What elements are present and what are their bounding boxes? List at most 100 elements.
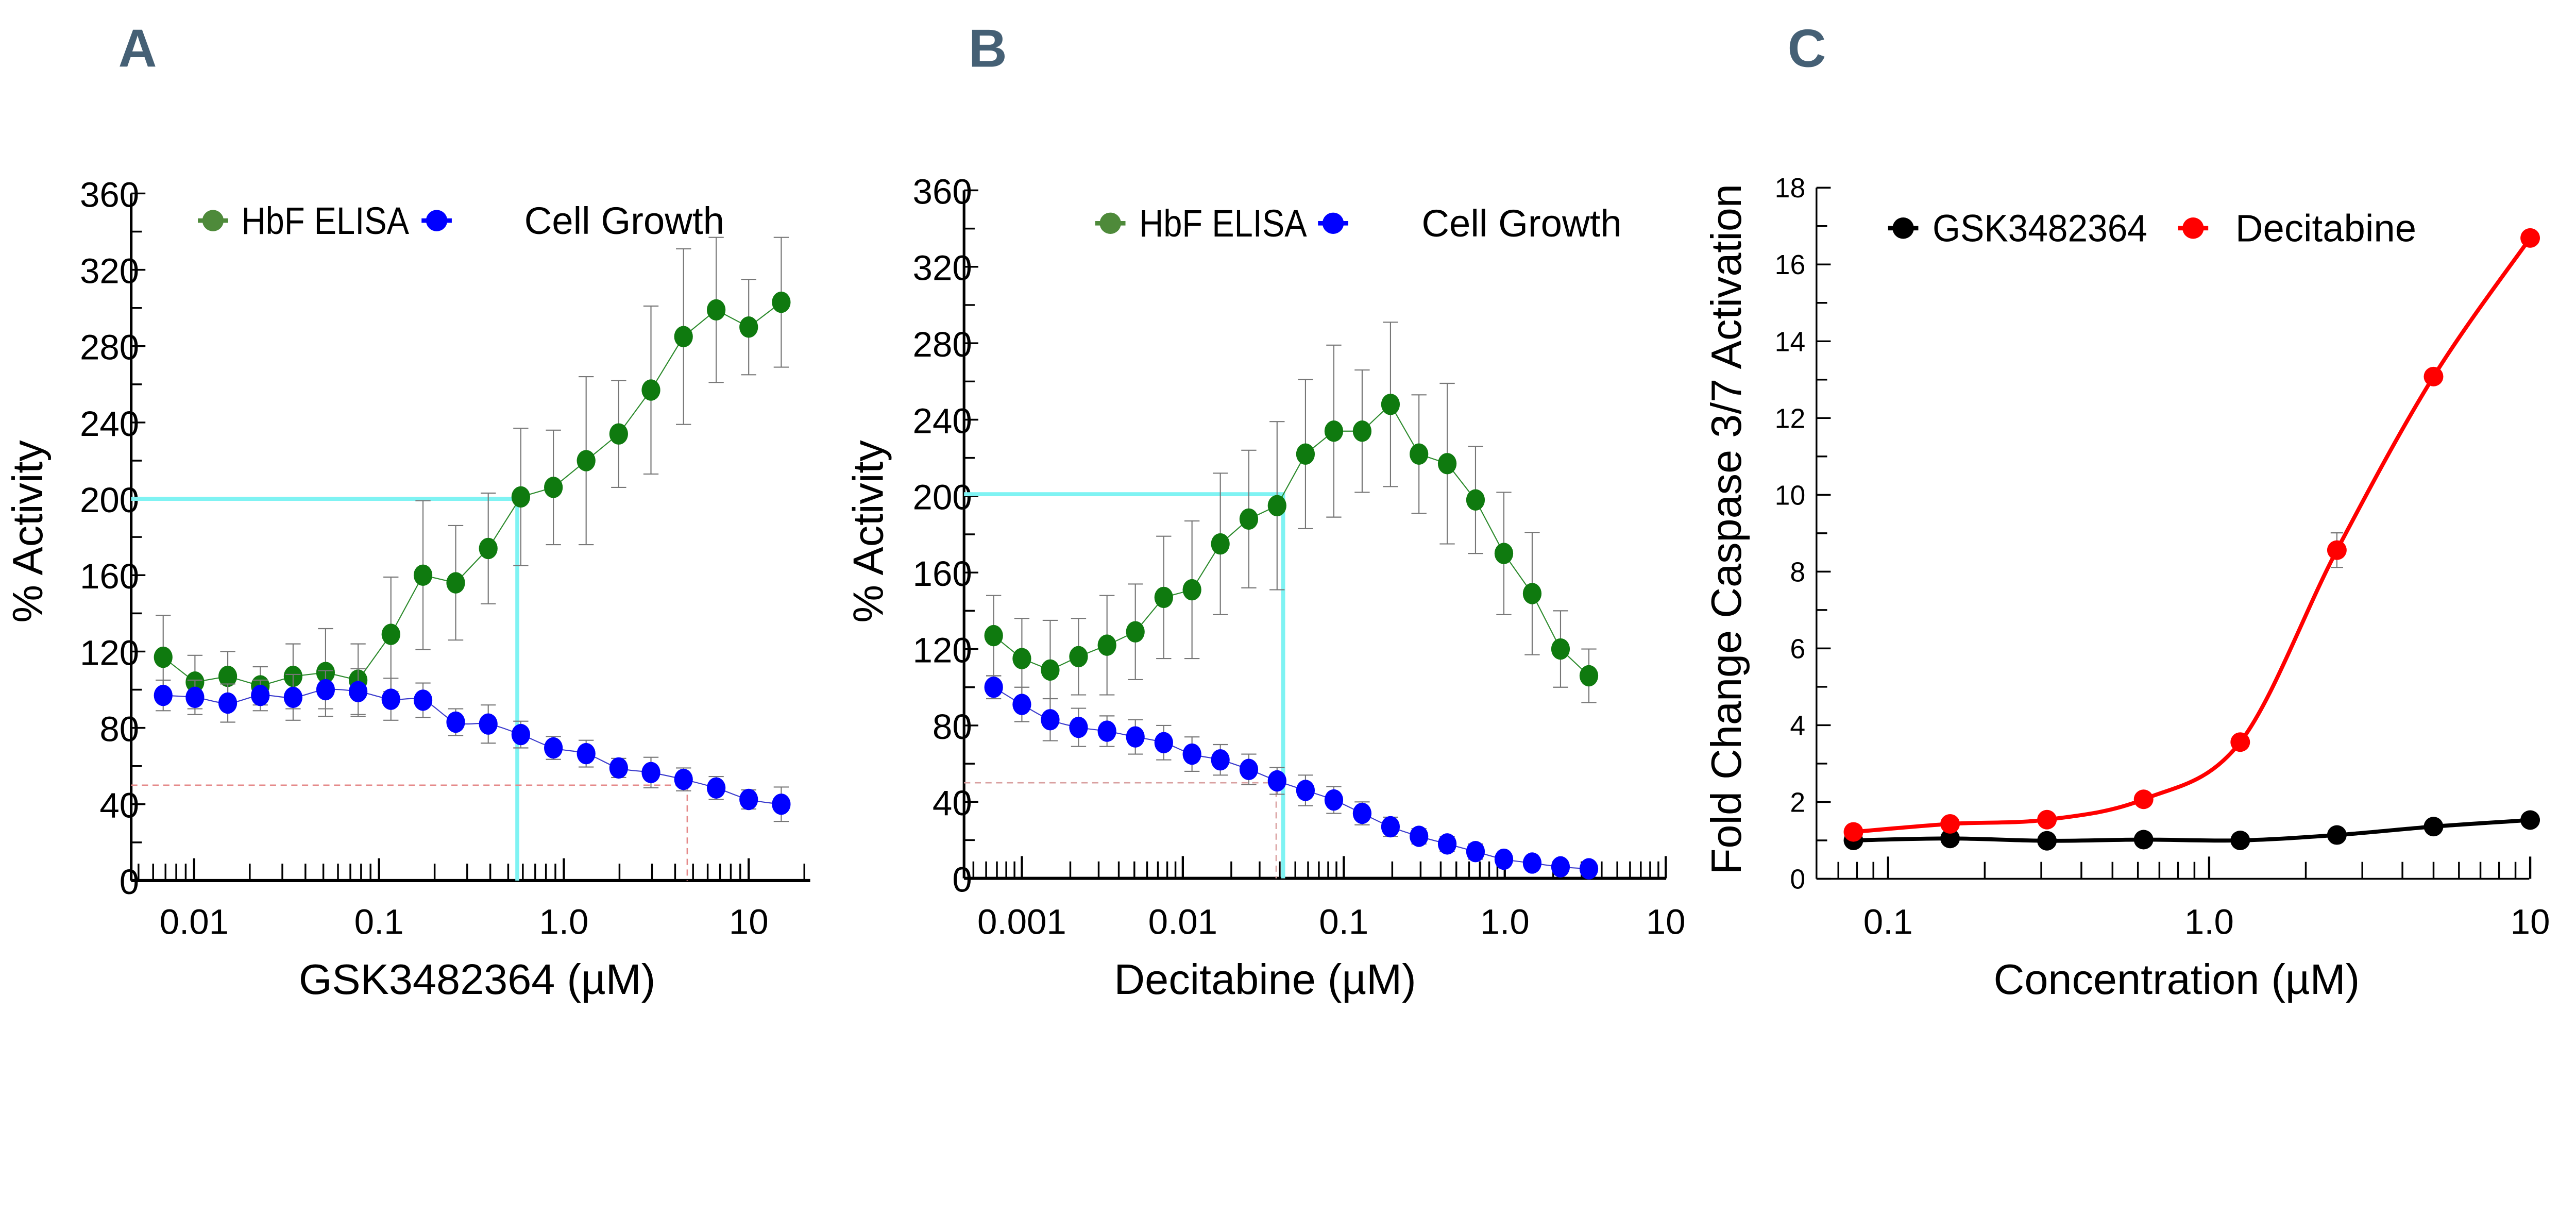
y-tick-label: 0 [1790, 864, 1805, 895]
data-point [1437, 453, 1457, 475]
legend-label: Cell Growth [1421, 202, 1621, 245]
data-point [544, 737, 563, 759]
ic50-reference-line [964, 782, 1277, 879]
y-tick-label: 6 [1790, 634, 1805, 664]
data-point [1324, 420, 1344, 442]
x-axis-title: Concentration (µM) [1994, 955, 2360, 1003]
data-point [1296, 780, 1315, 801]
data-point [1182, 579, 1201, 601]
data-point [185, 686, 205, 708]
data-point [2230, 732, 2250, 752]
data-point [1267, 770, 1286, 792]
x-tick-label: 10 [1646, 902, 1686, 942]
legend-label: GSK3482364 [1933, 207, 2147, 250]
y-tick-label: 120 [80, 632, 139, 672]
x-tick-label: 0.1 [1319, 902, 1368, 942]
panel-b: B 0 40 80 120 160 200 240 280 320 360 0.001 0.01 0.1 1… [844, 18, 1685, 1003]
data-point [2327, 540, 2347, 560]
data-point [2327, 825, 2347, 845]
y-tick-label: 10 [1775, 480, 1806, 511]
legend: HbF ELISA Cell Growth [198, 199, 724, 242]
y-tick-label: 320 [80, 251, 139, 291]
legend-marker [2182, 217, 2204, 239]
data-point [1494, 848, 1514, 870]
data-point [1126, 726, 1145, 748]
y-tick-label: 40 [933, 783, 972, 823]
legend-marker [1322, 212, 1344, 234]
data-point [446, 711, 465, 733]
y-axis-title: % Activity [4, 440, 52, 623]
y-tick-label: 160 [913, 553, 972, 594]
data-point [1239, 508, 1259, 530]
data-point [413, 564, 433, 586]
legend-label: Decitabine [2235, 207, 2416, 250]
data-point [739, 316, 758, 338]
data-point [1097, 720, 1116, 742]
data-point [1239, 758, 1259, 780]
data-point [1097, 634, 1116, 656]
y-tick-label: 240 [80, 403, 139, 444]
data-point [413, 689, 433, 711]
x-tick-label: 1.0 [2184, 902, 2234, 942]
series-line [993, 403, 1589, 677]
data-point [1410, 825, 1429, 847]
data-point [2424, 366, 2444, 386]
data-point [772, 794, 791, 815]
data-point [1041, 659, 1060, 681]
data-point [706, 777, 726, 799]
y-tick-label: 200 [80, 480, 139, 520]
data-point [1522, 583, 1542, 604]
data-point [1041, 709, 1060, 731]
data-point [1410, 443, 1429, 465]
y-axis-title: Fold Change Caspase 3/7 Activation [1702, 184, 1750, 874]
panel-label: A [118, 18, 157, 78]
data-point [1579, 858, 1599, 880]
data-point [739, 788, 758, 811]
data-point [1940, 814, 1960, 834]
legend: HbF ELISA Cell Growth [1095, 202, 1622, 245]
data-point [2520, 228, 2540, 248]
data-point [2520, 810, 2540, 830]
series-cell-growth [154, 668, 791, 822]
data-point [641, 762, 660, 784]
data-point [446, 572, 465, 594]
data-point [1182, 743, 1201, 765]
data-point [381, 623, 400, 645]
data-point [1381, 394, 1400, 415]
data-point [1551, 638, 1570, 660]
data-point [479, 537, 498, 560]
data-point [641, 379, 660, 401]
data-point [1381, 816, 1400, 838]
data-point [1154, 732, 1173, 754]
data-point [706, 299, 726, 321]
x-tick-label: 0.01 [160, 902, 229, 942]
data-point [1522, 852, 1542, 874]
legend-marker [1892, 217, 1914, 239]
series-hbf-elisa [154, 237, 791, 717]
x-axis-title: GSK3482364 (µM) [299, 955, 655, 1003]
data-point [1211, 533, 1230, 555]
data-point [1069, 646, 1088, 668]
data-point [1352, 802, 1372, 824]
data-point [544, 477, 563, 498]
x-tick-label: 10 [2511, 902, 2550, 942]
data-point [1437, 833, 1457, 855]
y-tick-label: 80 [933, 706, 972, 747]
data-point [2230, 830, 2250, 850]
y-tick-label: 280 [913, 324, 972, 364]
series-line [1853, 237, 2532, 834]
legend-marker [202, 210, 224, 231]
series-decitabine [1843, 228, 2540, 842]
data-point [1466, 840, 1485, 863]
data-point [1126, 621, 1145, 643]
data-point [1940, 829, 1960, 849]
data-point [2037, 809, 2057, 830]
data-point [2037, 831, 2057, 851]
data-point [1154, 586, 1173, 609]
panel-a: A 0 40 80 120 160 200 240 280 320 360 0.01 0.1 1.0 10 G… [4, 18, 810, 1003]
data-point [1551, 856, 1570, 878]
data-point [154, 646, 173, 668]
x-tick-label: 0.1 [1863, 902, 1913, 942]
y-tick-label: 240 [913, 400, 972, 441]
